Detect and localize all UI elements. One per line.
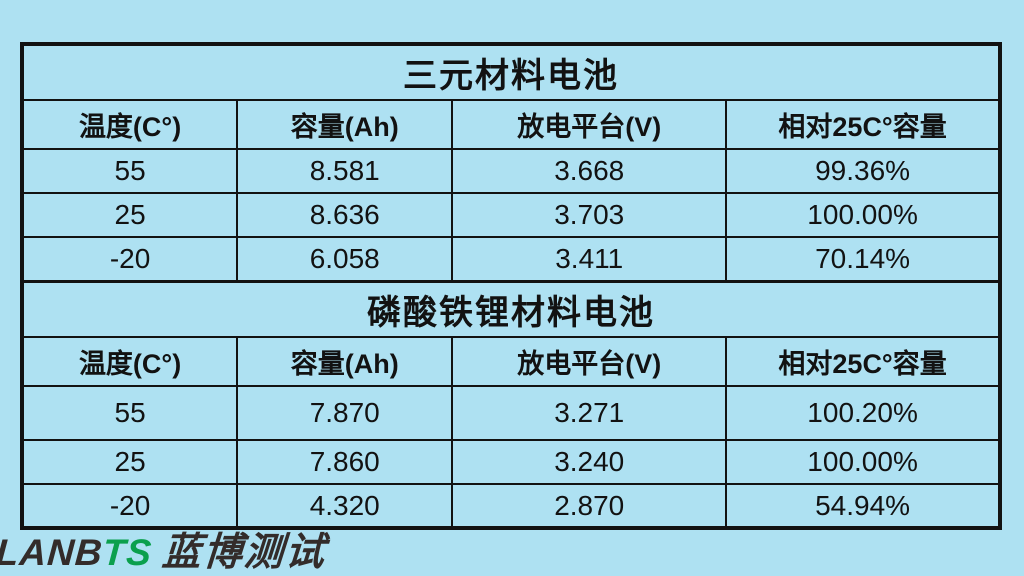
column-header-temperature: 温度(C°) (20, 336, 239, 387)
cell-capacity: 6.058 (236, 236, 454, 282)
lanbts-logo: LANBTS 蓝博测试 (0, 531, 328, 574)
cell-discharge-platform: 3.411 (451, 236, 728, 282)
cell-relative-capacity: 99.36% (725, 148, 1001, 194)
cell-capacity: 8.636 (236, 192, 454, 238)
table-section-2: 磷酸铁锂材料电池 (21, 279, 1001, 338)
section-2-title: 磷酸铁锂材料电池 (21, 279, 1001, 338)
table-section-1: 三元材料电池 (21, 43, 1001, 101)
column-header-discharge-platform: 放电平台(V) (451, 336, 728, 387)
cell-discharge-platform: 2.870 (451, 483, 728, 529)
cell-capacity: 8.581 (236, 148, 454, 194)
cell-temperature: -20 (20, 236, 239, 282)
table-row: 25 8.636 3.703 100.00% (20, 192, 1001, 238)
cell-capacity: 4.320 (236, 483, 454, 529)
cell-discharge-platform: 3.668 (451, 148, 728, 194)
column-header-relative-capacity: 相对25C°容量 (725, 99, 1001, 150)
column-header-capacity: 容量(Ah) (236, 336, 454, 387)
table-row: 55 8.581 3.668 99.36% (20, 148, 1001, 194)
section-1-title: 三元材料电池 (21, 43, 1001, 101)
cell-temperature: 55 (20, 385, 239, 441)
column-header-discharge-platform: 放电平台(V) (451, 99, 728, 150)
table-header-row: 温度(C°) 容量(Ah) 放电平台(V) 相对25C°容量 (20, 336, 1001, 387)
cell-temperature: 25 (20, 192, 239, 238)
table-row: 55 7.870 3.271 100.20% (20, 385, 1001, 441)
cell-relative-capacity: 70.14% (725, 236, 1001, 282)
column-header-capacity: 容量(Ah) (236, 99, 454, 150)
cell-discharge-platform: 3.703 (451, 192, 728, 238)
table-row: 25 7.860 3.240 100.00% (20, 439, 1001, 485)
cell-temperature: -20 (20, 483, 239, 529)
battery-comparison-table: 三元材料电池 温度(C°) 容量(Ah) 放电平台(V) 相对25C°容量 55… (20, 42, 1002, 530)
table-row: -20 4.320 2.870 54.94% (20, 483, 1001, 529)
cell-relative-capacity: 100.00% (725, 439, 1001, 485)
cell-relative-capacity: 100.00% (725, 192, 1001, 238)
cell-relative-capacity: 100.20% (725, 385, 1001, 441)
table-header-row: 温度(C°) 容量(Ah) 放电平台(V) 相对25C°容量 (20, 99, 1001, 150)
logo-latin-green: TS (101, 532, 154, 573)
cell-temperature: 55 (20, 148, 239, 194)
cell-temperature: 25 (20, 439, 239, 485)
cell-discharge-platform: 3.271 (451, 385, 728, 441)
cell-discharge-platform: 3.240 (451, 439, 728, 485)
logo-chinese-text: 蓝博测试 (160, 531, 328, 574)
cell-capacity: 7.870 (236, 385, 454, 441)
cell-capacity: 7.860 (236, 439, 454, 485)
logo-latin-dark: LANB (0, 532, 105, 573)
table-row: -20 6.058 3.411 70.14% (20, 236, 1001, 282)
column-header-temperature: 温度(C°) (20, 99, 239, 150)
column-header-relative-capacity: 相对25C°容量 (725, 336, 1001, 387)
cell-relative-capacity: 54.94% (725, 483, 1001, 529)
